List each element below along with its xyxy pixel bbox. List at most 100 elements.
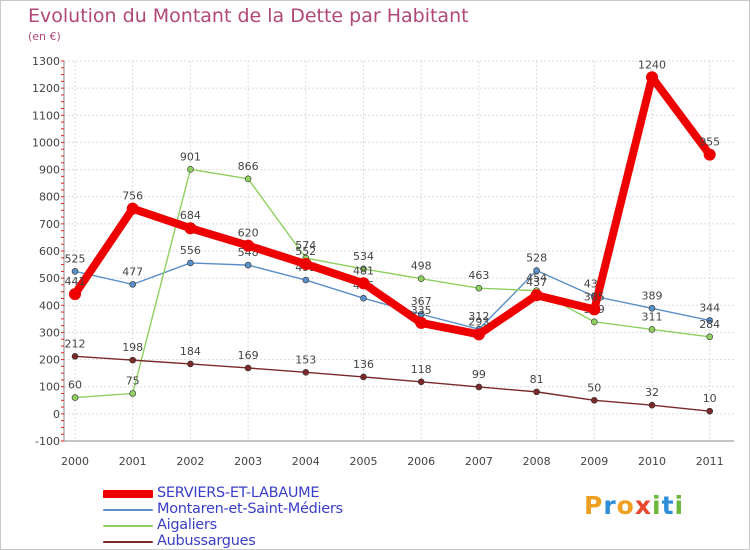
data-point [244,175,252,183]
data-label: 534 [353,250,374,263]
data-point [648,401,656,409]
data-label: 441 [65,275,86,288]
data-label: 312 [468,310,489,323]
logo-letter: x [634,491,652,520]
y-tick-label: 0 [53,408,60,421]
data-label: 367 [411,295,432,308]
data-label: 684 [180,209,201,222]
logo-letter: r [603,491,617,520]
x-tick-label: 2006 [407,455,435,468]
data-point [242,239,255,252]
data-point [533,388,540,396]
data-point [530,289,543,302]
data-label: 552 [295,245,316,258]
data-point [475,284,483,292]
logo-letter: i [674,491,685,520]
data-label: 284 [699,318,720,331]
plot-area [64,61,734,441]
data-label: 556 [180,244,201,257]
y-tick-label: 500 [39,272,60,285]
series-line [74,168,711,399]
x-tick-label: 2005 [350,455,378,468]
data-label: 335 [411,304,432,317]
data-label: 528 [526,252,547,265]
data-label: 498 [411,260,432,273]
data-label: 385 [584,290,605,303]
x-tick-label: 2002 [176,455,204,468]
legend-swatch [103,490,153,498]
data-point [588,303,601,316]
logo-letter: P [584,491,604,520]
data-label: 32 [645,386,659,399]
y-tick-label: 1000 [32,136,60,149]
data-label: 10 [703,392,717,405]
data-label: 75 [126,375,140,388]
legend-item-serviers: SERVIERS-ET-LABAUME [103,485,403,502]
data-label: 311 [642,310,663,323]
legend-item-aubussargues: Aubussargues [103,533,403,550]
chart-subtitle: (en €) [28,30,61,43]
data-label: 1240 [638,58,666,71]
data-point [187,166,194,173]
data-label: 212 [65,337,86,350]
data-label: 477 [122,265,143,278]
data-label: 169 [238,349,259,362]
data-point [187,259,194,267]
x-tick-label: 2000 [61,455,89,468]
data-label: 198 [122,341,143,354]
y-tick-label: 700 [39,218,60,231]
data-label: 184 [180,345,201,358]
y-tick-label: 1300 [32,55,60,68]
data-point [129,390,136,397]
y-tick-label: 600 [39,245,60,258]
data-label: 525 [65,252,86,265]
x-tick-label: 2009 [580,455,608,468]
data-label: 118 [411,363,432,376]
legend-label: Aubussargues [157,533,256,549]
x-tick-label: 2008 [523,455,551,468]
data-label: 344 [699,301,720,314]
data-point [71,353,79,360]
y-tick-label: 400 [39,299,60,312]
data-label: 756 [122,190,143,203]
data-point [302,369,310,376]
x-tick-label: 2011 [696,455,724,468]
data-point [648,304,656,312]
y-tick-label: 100 [39,381,60,394]
data-label: 50 [587,381,601,394]
data-point [590,318,598,326]
x-tick-label: 2010 [638,455,666,468]
chart-title: Evolution du Montant de la Dette par Hab… [28,5,469,27]
data-label: 99 [472,368,486,381]
legend-item-montaren: Montaren-et-Saint-Médiers [103,501,403,518]
data-label: 481 [353,264,374,277]
data-point [475,383,483,391]
data-point [69,288,81,301]
data-point [417,378,425,386]
data-point [299,258,312,271]
data-point [184,222,197,235]
legend-swatch [103,525,153,527]
y-tick-label: 300 [39,326,60,339]
data-point [244,261,252,269]
data-point [357,277,370,290]
data-label: 454 [526,272,547,285]
x-tick-label: 2004 [292,455,320,468]
data-point [129,281,136,288]
legend-label: Montaren-et-Saint-Médiers [157,501,343,517]
data-label: 463 [468,269,489,282]
data-label: 136 [353,358,374,371]
series-line [71,73,714,339]
data-label: 60 [68,379,82,392]
data-point [706,317,714,324]
y-tick-label: -100 [35,435,60,448]
data-label: 81 [530,373,544,386]
y-tick-label: 800 [39,191,60,204]
data-point [533,267,540,274]
legend-swatch [103,509,153,511]
logo-letter: o [616,491,635,520]
data-point [415,316,428,329]
data-label: 620 [238,227,259,240]
data-point [244,364,252,372]
